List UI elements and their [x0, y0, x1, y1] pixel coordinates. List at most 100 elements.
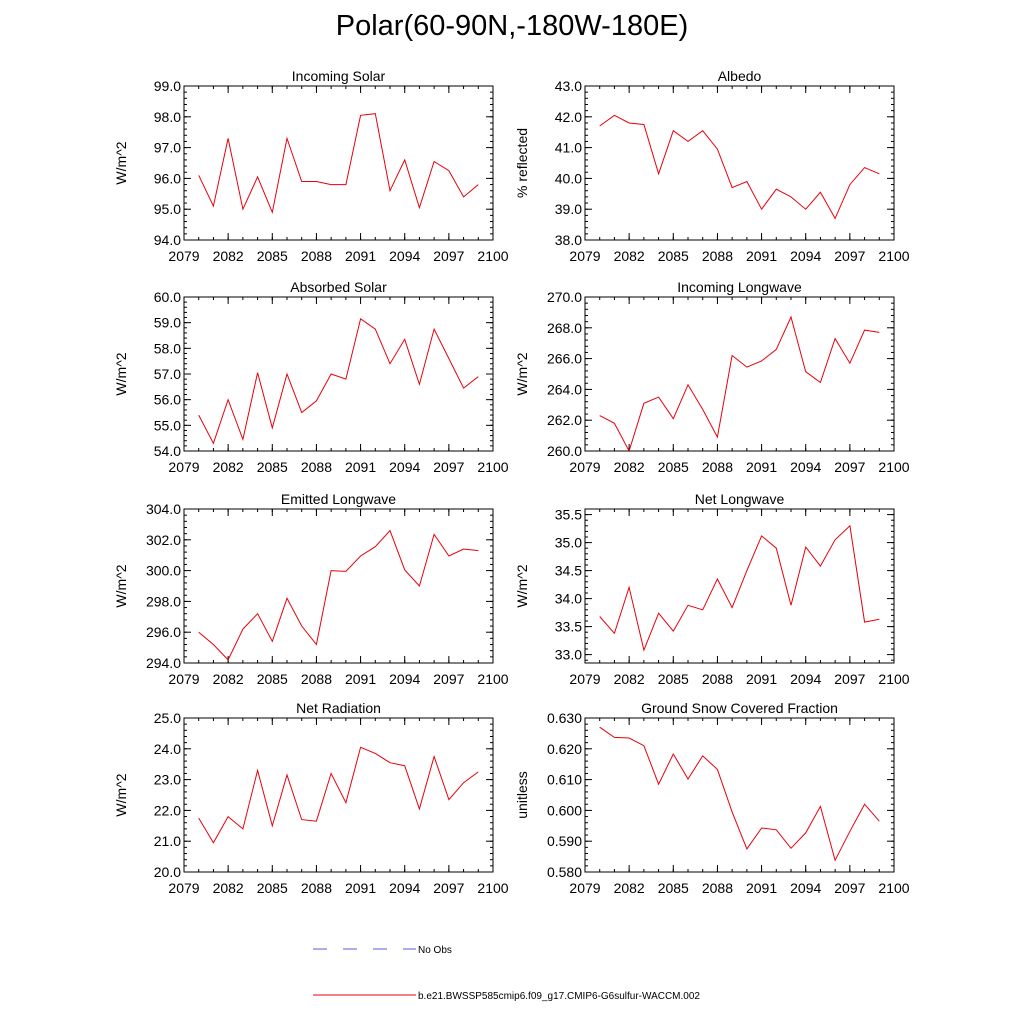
- x-tick-label: 2085: [257, 459, 288, 475]
- y-tick-label: 99.0: [154, 78, 181, 94]
- x-tick-label: 2085: [257, 671, 288, 687]
- y-tick-label: 294.0: [146, 655, 181, 671]
- x-tick-label: 2097: [433, 248, 464, 264]
- series-line-0: [599, 726, 880, 862]
- x-tick-label: 2085: [658, 459, 689, 475]
- y-tick-label: 96.0: [154, 170, 181, 186]
- x-tick-label: 2088: [702, 880, 733, 896]
- y-tick-label: 58.0: [154, 340, 181, 356]
- y-tick-label: 262.0: [547, 412, 582, 428]
- y-tick-label: 35.5: [555, 507, 582, 523]
- y-tick-label: 0.590: [547, 833, 582, 849]
- x-tick-label: 2091: [345, 880, 376, 896]
- y-tick-label: 43.0: [555, 78, 582, 94]
- x-tick-label: 2082: [213, 880, 244, 896]
- y-tick-label: 0.620: [547, 741, 582, 757]
- panels-group: Incoming Solar W/m^2 2079 2082 2085 2088 2091 2…: [113, 68, 910, 896]
- y-tick-label: 24.0: [154, 741, 181, 757]
- x-tick-label: 2088: [301, 880, 332, 896]
- chart-panel-0: Incoming Solar W/m^2 2079 2082 2085 2088 2091 2…: [113, 68, 509, 264]
- series-line-0: [198, 746, 479, 844]
- y-tick-label: 302.0: [146, 532, 181, 548]
- x-tick-label: 2094: [389, 248, 420, 264]
- legend-label-case: b.e21.BWSSP585cmip6.f09_g17.CMIP6-G6sulf…: [418, 991, 700, 1002]
- x-tick-label: 2094: [790, 459, 821, 475]
- panel-title: Incoming Solar: [292, 68, 386, 84]
- x-tick-label: 2091: [746, 248, 777, 264]
- x-tick-label: 2097: [433, 459, 464, 475]
- panel-title: Albedo: [718, 68, 762, 84]
- y-tick-label: 300.0: [146, 563, 181, 579]
- x-tick-label: 2079: [168, 880, 199, 896]
- panel-title: Net Longwave: [695, 491, 785, 507]
- x-tick-label: 2082: [213, 248, 244, 264]
- y-tick-label: 56.0: [154, 392, 181, 408]
- plot-frame: [584, 85, 895, 241]
- y-tick-label: 34.5: [555, 563, 582, 579]
- x-tick-label: 2094: [790, 671, 821, 687]
- x-tick-label: 2097: [834, 671, 865, 687]
- x-tick-label: 2097: [834, 880, 865, 896]
- x-tick-label: 2091: [746, 459, 777, 475]
- x-tick-label: 2097: [433, 880, 464, 896]
- chart-panel-7: Ground Snow Covered Fraction unitless 2079…: [514, 700, 910, 896]
- x-tick-label: 2091: [746, 671, 777, 687]
- panel-title: Net Radiation: [296, 700, 381, 716]
- legend-label-no-obs: No Obs: [418, 945, 452, 956]
- x-tick-label: 2100: [477, 880, 508, 896]
- y-tick-label: 20.0: [154, 864, 181, 880]
- x-tick-label: 2082: [213, 459, 244, 475]
- x-tick-label: 2085: [257, 880, 288, 896]
- y-tick-label: 54.0: [154, 443, 181, 459]
- y-tick-label: 0.580: [547, 864, 582, 880]
- x-tick-label: 2091: [345, 671, 376, 687]
- y-tick-label: 264.0: [547, 381, 582, 397]
- x-tick-label: 2091: [345, 248, 376, 264]
- plot-frame: [584, 296, 895, 452]
- x-tick-label: 2082: [614, 248, 645, 264]
- y-tick-label: 0.600: [547, 802, 582, 818]
- y-axis-label: W/m^2: [113, 773, 129, 816]
- y-tick-label: 22.0: [154, 802, 181, 818]
- x-tick-label: 2079: [569, 671, 600, 687]
- x-tick-label: 2079: [569, 459, 600, 475]
- x-tick-label: 2085: [658, 880, 689, 896]
- x-tick-label: 2079: [168, 671, 199, 687]
- x-tick-label: 2085: [257, 248, 288, 264]
- x-tick-label: 2100: [477, 671, 508, 687]
- y-tick-label: 260.0: [547, 443, 582, 459]
- x-tick-label: 2094: [389, 671, 420, 687]
- y-axis-label: W/m^2: [113, 141, 129, 184]
- chart-panel-6: Net Radiation W/m^2 2079 2082 2085 2088 2091 20…: [113, 700, 509, 896]
- panel-title: Incoming Longwave: [677, 279, 802, 295]
- y-tick-label: 0.610: [547, 772, 582, 788]
- y-tick-label: 55.0: [154, 417, 181, 433]
- chart-panel-5: Net Longwave W/m^2 2079 2082 2085 2088 2091 209…: [514, 491, 910, 687]
- x-tick-label: 2100: [477, 248, 508, 264]
- y-axis-label: W/m^2: [514, 352, 530, 395]
- x-tick-label: 2088: [301, 459, 332, 475]
- x-tick-label: 2088: [702, 671, 733, 687]
- y-tick-label: 35.0: [555, 535, 582, 551]
- y-tick-label: 268.0: [547, 320, 582, 336]
- y-tick-label: 97.0: [154, 140, 181, 156]
- y-axis-label: unitless: [514, 771, 530, 818]
- y-axis-label: W/m^2: [113, 564, 129, 607]
- y-tick-label: 0.630: [547, 710, 582, 726]
- y-tick-label: 94.0: [154, 232, 181, 248]
- x-tick-label: 2082: [614, 671, 645, 687]
- x-tick-label: 2097: [834, 459, 865, 475]
- x-tick-label: 2094: [790, 248, 821, 264]
- chart-panel-2: Absorbed Solar W/m^2 2079 2082 2085 2088 2091 2…: [113, 279, 509, 475]
- series-line-0: [198, 317, 479, 445]
- y-tick-label: 266.0: [547, 351, 582, 367]
- series-line-0: [599, 524, 880, 652]
- x-tick-label: 2094: [389, 880, 420, 896]
- y-tick-label: 39.0: [555, 201, 582, 217]
- x-tick-label: 2100: [878, 459, 909, 475]
- y-axis-label: W/m^2: [514, 564, 530, 607]
- x-tick-label: 2079: [168, 459, 199, 475]
- y-tick-label: 270.0: [547, 289, 582, 305]
- plot-frame: [183, 85, 494, 241]
- y-tick-label: 40.0: [555, 170, 582, 186]
